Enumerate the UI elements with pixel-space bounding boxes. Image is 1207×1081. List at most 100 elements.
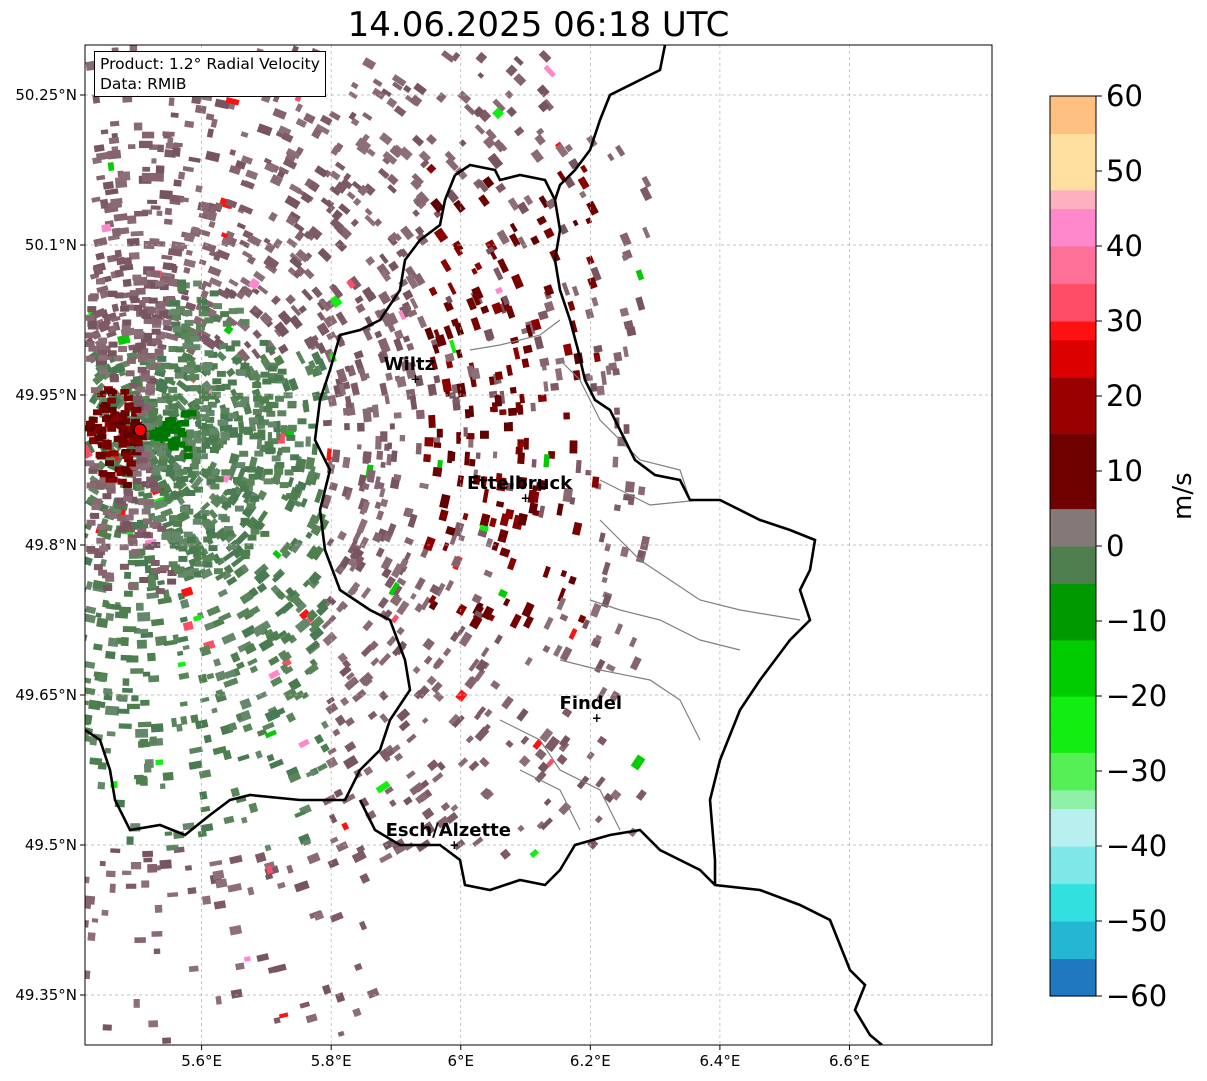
radar-pixel — [300, 192, 313, 204]
radar-pixel — [92, 498, 102, 505]
radar-pixel — [426, 759, 440, 772]
radar-pixel — [203, 362, 213, 368]
radar-pixel — [177, 431, 187, 438]
radar-pixel — [98, 673, 106, 683]
radar-pixel — [351, 688, 367, 703]
radar-pixel — [351, 850, 367, 864]
radar-pixel — [97, 390, 106, 397]
radar-pixel — [186, 330, 196, 337]
radar-pixel — [271, 455, 281, 462]
radar-pixel — [208, 508, 218, 520]
radar-pixel — [584, 308, 595, 320]
radar-pixel — [150, 282, 160, 289]
radar-pixel — [464, 409, 471, 419]
radar-pixel — [366, 148, 376, 157]
colorbar-segment — [1050, 639, 1096, 660]
colorbar-tick-label: −10 — [1106, 604, 1168, 638]
radar-pixel — [160, 565, 169, 572]
radar-pixel — [594, 634, 602, 642]
radar-pixel — [325, 756, 339, 769]
radar-pixel — [144, 565, 152, 574]
radar-pixel — [601, 576, 608, 584]
radar-pixel — [120, 654, 133, 661]
radar-pixel — [403, 796, 413, 806]
radar-pixel — [362, 57, 377, 71]
radar-pixel — [121, 418, 131, 425]
radar-pixel — [619, 232, 632, 247]
radar-pixel — [128, 540, 138, 546]
radar-pixel — [474, 124, 486, 135]
radar-pixel — [222, 749, 232, 761]
radar-pixel — [203, 561, 213, 568]
radar-pixel — [623, 424, 630, 434]
colorbar-segment — [1050, 808, 1096, 828]
radar-pixel — [483, 328, 495, 341]
radar-pixel — [253, 432, 263, 439]
radar-pixel — [132, 449, 142, 456]
radar-pixel — [521, 601, 535, 618]
radar-pixel — [229, 854, 243, 865]
radar-pixel — [546, 758, 555, 768]
radar-pixel — [585, 469, 592, 476]
radar-pixel — [308, 423, 316, 429]
radar-pixel — [558, 735, 571, 748]
radar-pixel — [239, 239, 251, 249]
radar-pixel — [164, 332, 179, 342]
radar-pixel — [495, 286, 504, 295]
radar-pixel — [157, 144, 164, 153]
radar-pixel — [122, 453, 132, 459]
radar-pixel — [206, 528, 215, 535]
radar-pixel — [225, 367, 236, 378]
radar-pixel — [325, 702, 339, 715]
radar-pixel — [329, 911, 344, 923]
colorbar-segment — [1050, 489, 1096, 510]
radar-pixel — [175, 346, 185, 353]
city-label: Findel — [560, 693, 623, 714]
radar-pixel — [391, 74, 407, 87]
radar-pixel — [124, 402, 134, 409]
radar-pixel — [256, 489, 267, 501]
radar-pixel — [442, 542, 450, 552]
radar-pixel — [641, 175, 652, 189]
radar-pixel — [243, 642, 257, 655]
radar-pixel — [220, 407, 230, 414]
radar-pixel — [192, 518, 202, 525]
radar-pixel — [99, 860, 106, 867]
radar-pixel — [123, 590, 133, 597]
radar-pixel — [427, 383, 437, 397]
colorbar-tick-label: 50 — [1106, 154, 1143, 188]
radar-pixel — [129, 508, 139, 515]
radar-pixel — [473, 668, 486, 682]
x-tick-label: 5.8°E — [311, 1052, 352, 1070]
radar-pixel — [98, 470, 108, 477]
radar-pixel — [85, 677, 92, 684]
radar-pixel — [431, 772, 444, 783]
radar-pixel — [164, 464, 174, 471]
radar-pixel — [294, 810, 306, 818]
radar-pixel — [356, 518, 368, 534]
radar-pixel — [402, 289, 414, 301]
radar-pixel — [104, 572, 114, 579]
radar-pixel — [245, 169, 259, 181]
radar-pixel — [227, 722, 238, 732]
radar-pixel — [264, 844, 272, 852]
radar-pixel — [152, 498, 168, 511]
radar-pixel — [470, 367, 481, 380]
radar-pixel — [159, 189, 173, 200]
radar-pixel — [277, 310, 293, 326]
radar-pixel — [293, 690, 305, 701]
radar-pixel — [287, 677, 302, 692]
radar-pixel — [509, 222, 518, 233]
radar-pixel — [161, 531, 171, 538]
radar-pixel — [525, 324, 533, 338]
radar-pixel — [87, 306, 97, 313]
radar-pixel — [372, 78, 383, 87]
radar-pixel — [234, 505, 244, 512]
radar-pixel — [195, 185, 203, 193]
radar-pixel — [604, 543, 612, 552]
radar-pixel — [283, 392, 293, 399]
radar-pixel — [326, 595, 337, 606]
radar-pixel — [350, 81, 359, 90]
radar-pixel — [328, 481, 338, 492]
radar-pixel — [544, 735, 561, 753]
